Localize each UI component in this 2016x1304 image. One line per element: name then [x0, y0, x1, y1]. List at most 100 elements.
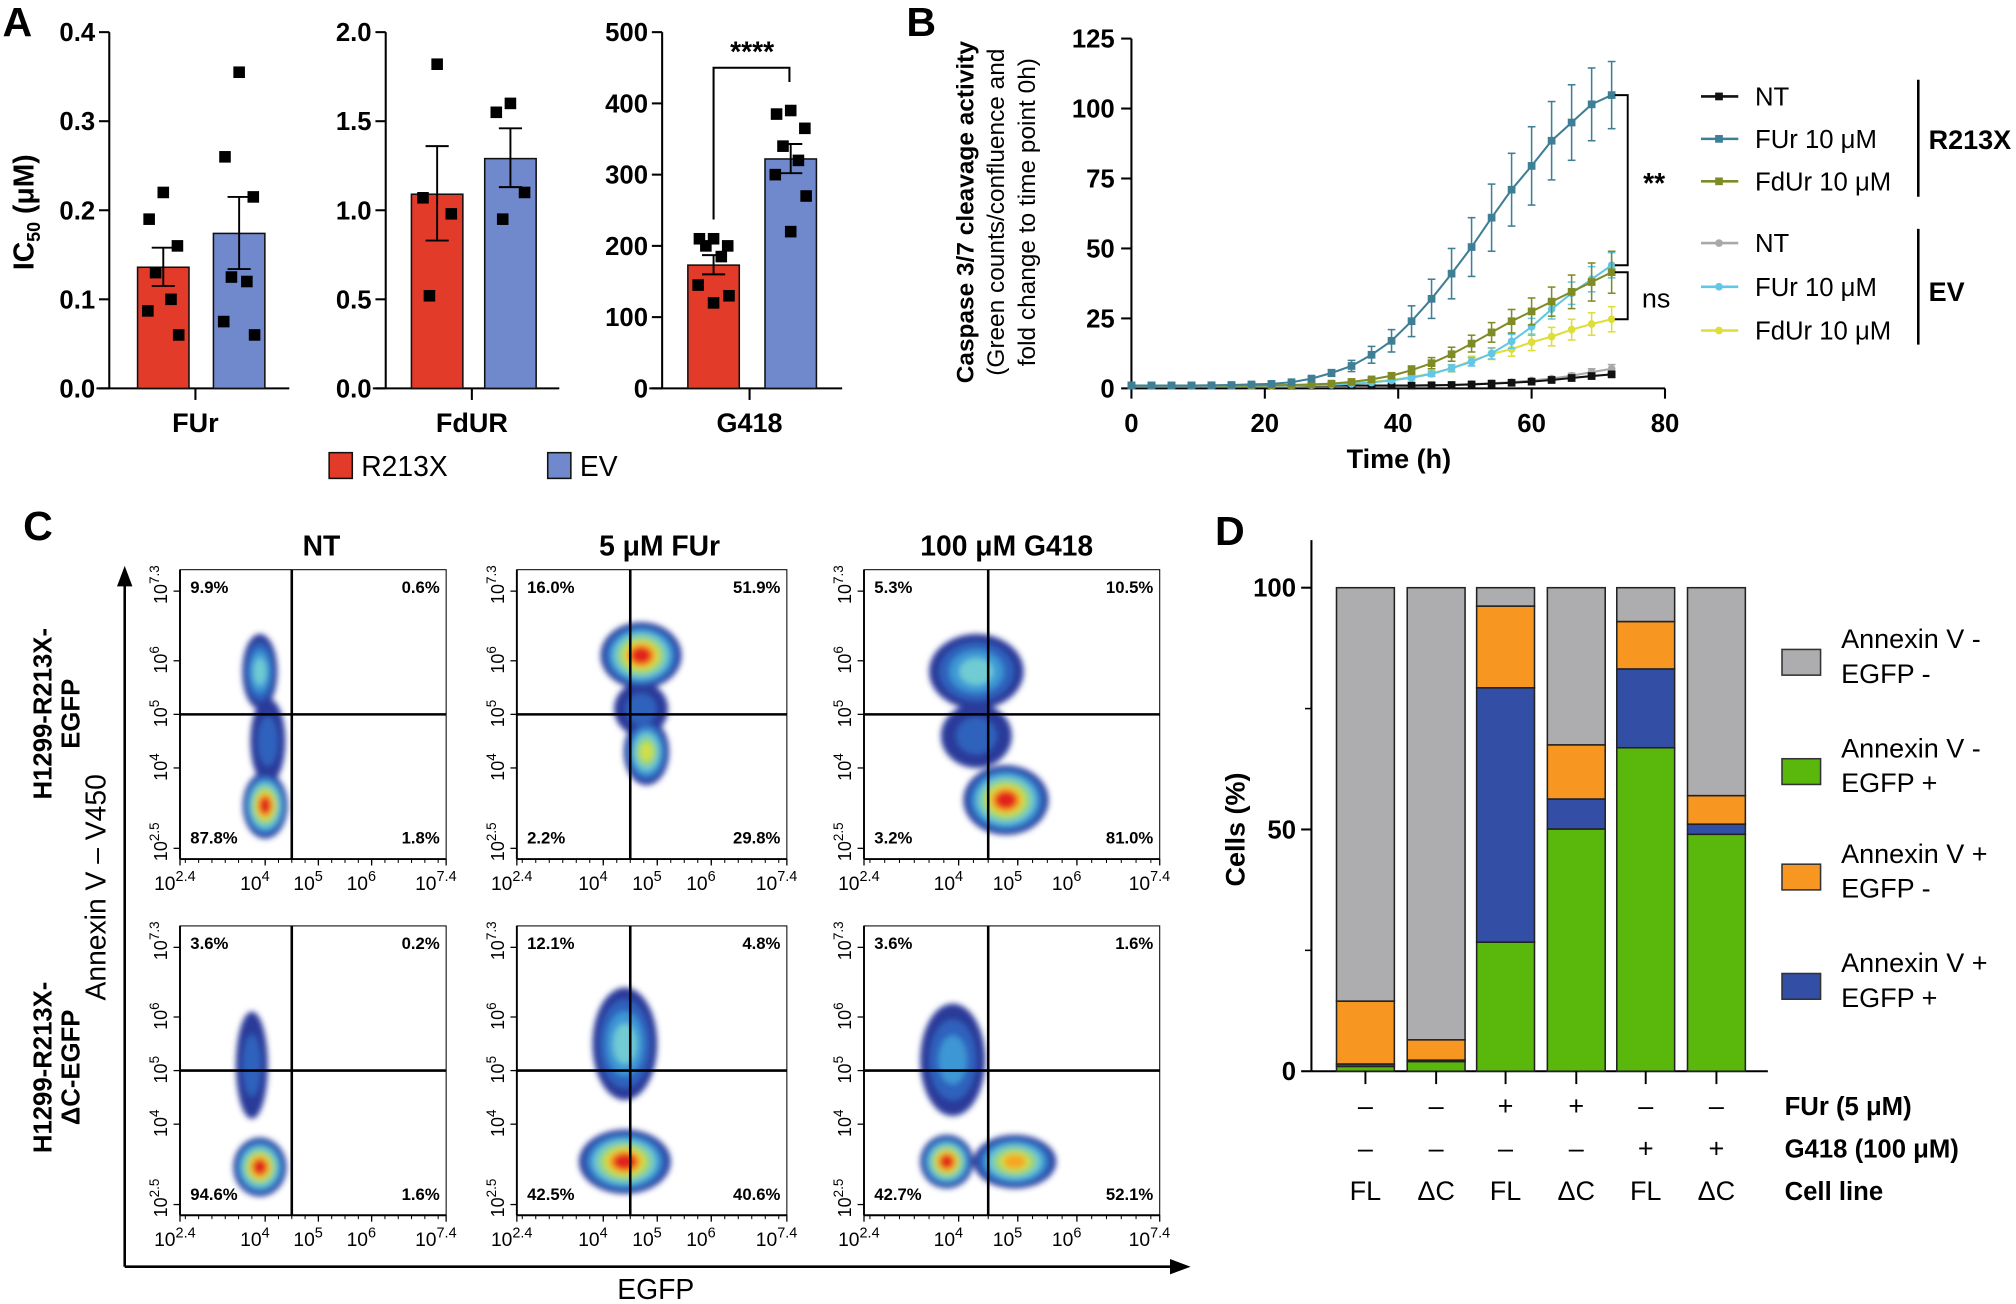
tick-base: 10 [151, 841, 171, 861]
data-point [496, 213, 509, 225]
y-tick-label: 300 [605, 162, 648, 190]
tick-exponent: 5 [831, 1056, 846, 1064]
tick-base: 10 [835, 841, 855, 861]
quadrant-lower-left: 42.5% [527, 1185, 575, 1204]
tick-base: 10 [151, 1063, 171, 1083]
marker [1387, 381, 1396, 390]
density-contour [939, 1154, 954, 1169]
bar-segment [1546, 798, 1606, 830]
tick-exponent: 6 [708, 1225, 716, 1241]
tick-base: 10 [993, 1230, 1014, 1251]
marker [1347, 362, 1356, 370]
tick-exponent: 6 [1073, 1225, 1081, 1241]
y-title-subscript: 50 [24, 222, 44, 242]
data-point [248, 329, 261, 341]
quadrant-lower-right: 1.6% [402, 1185, 440, 1204]
tick-base: 10 [993, 874, 1014, 895]
x-tick-label: 104 [934, 1225, 963, 1251]
legend-swatch [1781, 757, 1822, 786]
quadrant-lower-right: 52.1% [1106, 1185, 1154, 1204]
tick-exponent: 7.4 [1150, 869, 1170, 885]
category-label: FdUR [436, 408, 508, 438]
tick-base: 10 [686, 1230, 707, 1251]
y-tick-label: 2.0 [336, 19, 372, 47]
y-tick-label: 0.4 [59, 19, 95, 47]
tick-base: 10 [838, 874, 859, 895]
y-tick-label: 105 [484, 1056, 508, 1084]
group-label-r213x: R213X [1929, 125, 2012, 155]
column-title: NT [303, 530, 341, 562]
y-axis-title: IC50 (μM) [7, 154, 43, 270]
bar-segment [1616, 620, 1676, 670]
stacked-bar: + – FL [1475, 586, 1536, 1206]
y-tick-label: 105 [831, 700, 855, 728]
legend-label-line: Annexin V - [1841, 733, 1981, 763]
marker [1147, 381, 1156, 390]
y-tick-label: 25 [1086, 305, 1115, 333]
quadrant-upper-left: 9.9% [190, 578, 228, 597]
density-contour [630, 646, 652, 664]
tick-base: 10 [154, 1230, 175, 1251]
tick-exponent: 5 [831, 700, 846, 708]
y-tick-label: 106 [484, 1002, 508, 1030]
row-label-line: H1299-R213X- [29, 628, 57, 799]
y-tick-label: 102.5 [831, 1179, 855, 1218]
tick-exponent: 4 [147, 1109, 162, 1117]
marker [1487, 349, 1496, 358]
marker [1327, 369, 1336, 377]
legend-label-line: EGFP - [1841, 659, 1931, 689]
marker [1715, 239, 1723, 247]
tick-exponent: 7.3 [147, 921, 162, 940]
cell-line-label: FL [1350, 1176, 1382, 1206]
x-tick-label: 105 [632, 869, 661, 895]
quadrant-upper-right: 4.8% [742, 934, 780, 953]
cell-line-label: ΔC [1558, 1176, 1596, 1206]
tick-exponent: 6 [368, 1225, 376, 1241]
tick-base: 10 [488, 584, 508, 604]
legend-label: FUr 10 μM [1755, 274, 1877, 302]
marker [1407, 381, 1416, 390]
density-contour [995, 791, 1017, 810]
x-tick-label: 102.4 [838, 1225, 880, 1251]
tick-base: 10 [488, 940, 508, 960]
tick-base: 10 [415, 1230, 436, 1251]
marker [1467, 380, 1476, 389]
column-title: 100 μM G418 [920, 530, 1093, 562]
marker [1487, 379, 1496, 388]
category-label: FUr [172, 408, 219, 438]
marker [1715, 177, 1723, 186]
density-contour [242, 1034, 262, 1097]
x-tick-label: 104 [578, 1225, 607, 1251]
stacked-bar: – – ΔC [1406, 586, 1466, 1206]
marker [1407, 317, 1416, 326]
legend-item-r213x: R213X [328, 450, 448, 482]
x-tick-label: 107.4 [1129, 1225, 1171, 1251]
tick-exponent: 5 [147, 1056, 162, 1064]
marker [1407, 373, 1416, 382]
condition-sign: + [1498, 1091, 1514, 1121]
legend-label: FUr 10 μM [1755, 126, 1877, 154]
y-tick-label: 102.5 [147, 1179, 171, 1218]
tick-exponent: 5 [484, 1056, 499, 1064]
y-tick-label: 102.5 [147, 822, 171, 861]
legend-label-line: EGFP - [1841, 874, 1931, 904]
x-tick-label: 106 [1052, 869, 1081, 895]
x-tick-label: 106 [686, 1225, 715, 1251]
data-point [707, 232, 720, 245]
tick-exponent: 2.5 [484, 1179, 499, 1198]
tick-exponent: 4 [147, 753, 162, 761]
cell-line-label: FL [1490, 1176, 1522, 1206]
condition-row-label: FUr (5 μM) [1785, 1093, 1912, 1121]
x-tick-label: 107.4 [415, 869, 457, 895]
y-tick-label: 104 [147, 753, 171, 781]
density-cloud [929, 633, 1049, 835]
y-tick-label: 107.3 [831, 921, 855, 960]
quadrant-upper-right: 51.9% [733, 578, 781, 597]
bar-segment [1335, 586, 1396, 1002]
condition-sign: + [1568, 1091, 1584, 1121]
y-tick-label: 0.5 [336, 286, 372, 314]
data-point [165, 293, 177, 306]
legend-item: Annexin V - EGFP - [1781, 624, 1981, 689]
y-tick-label: 0 [1282, 1058, 1296, 1086]
